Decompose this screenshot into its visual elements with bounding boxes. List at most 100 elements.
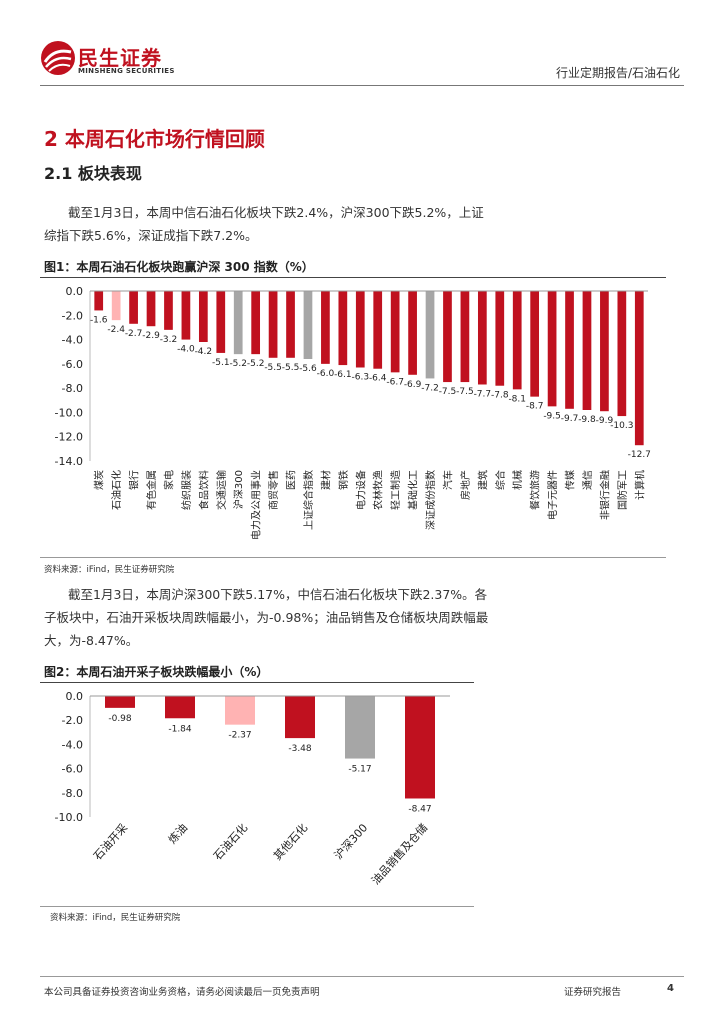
bar	[94, 291, 104, 311]
report-category: 行业定期报告/石油石化	[555, 66, 680, 80]
data-label: -6.9	[404, 380, 422, 390]
data-label: -5.5	[264, 363, 282, 373]
bar	[565, 291, 574, 409]
bar	[225, 696, 255, 725]
y-tick-label: -2.0	[62, 714, 83, 727]
data-label: -4.2	[195, 347, 213, 357]
bar	[285, 696, 315, 739]
bar	[600, 291, 609, 412]
figure2-source: 资料来源：iFind，民生证券研究院	[50, 913, 181, 923]
logo: 民生证券 MINSHENG SECURITIES	[40, 40, 180, 80]
bar	[512, 291, 522, 390]
category-label: 钢铁	[337, 470, 350, 490]
category-label: 电子元器件	[546, 470, 559, 520]
footer-disclaimer: 本公司具备证券投资咨询业务资格，请务必阅读最后一页免责声明	[44, 987, 320, 998]
bar	[146, 291, 156, 327]
data-label: -7.5	[439, 387, 457, 397]
category-label: 基础化工	[407, 470, 420, 510]
category-label: 计算机	[633, 470, 646, 500]
data-label: -2.37	[228, 731, 251, 741]
bar	[460, 291, 470, 383]
category-label: 沪深300	[232, 470, 245, 509]
data-label: -8.7	[526, 402, 544, 412]
data-label: -5.5	[282, 363, 300, 373]
bar	[105, 696, 135, 708]
data-label: -9.7	[561, 414, 579, 424]
bar	[321, 291, 330, 364]
bar	[390, 291, 400, 373]
y-tick-label: -12.0	[55, 431, 83, 444]
category-label: 通信	[582, 470, 594, 490]
subsector-performance-chart: 0.0 -2.0 -4.0 -6.0 -8.0 -10.0 -0.98 石油开采 -1.84 炼油…	[55, 690, 450, 887]
y-tick-label: -8.0	[62, 787, 83, 800]
data-label: -8.47	[408, 804, 431, 814]
bar	[355, 291, 365, 368]
data-label: -6.1	[334, 370, 352, 380]
category-label: 食品饮料	[197, 470, 210, 510]
category-label: 石油开采	[90, 821, 130, 863]
logo-subtext: MINSHENG SECURITIES	[78, 67, 175, 75]
data-label: -7.2	[421, 383, 439, 393]
y-tick-label: 0.0	[66, 690, 84, 703]
y-tick-label: -8.0	[62, 382, 83, 395]
figure1-source: 资料来源：iFind，民生证券研究院	[44, 565, 175, 575]
category-label: 家电	[162, 470, 175, 490]
header-divider	[40, 85, 684, 86]
bar	[634, 291, 644, 446]
category-label: 其他石化	[270, 821, 310, 863]
category-label: 有色金属	[145, 470, 158, 510]
bar	[216, 291, 226, 353]
data-label: -7.7	[474, 390, 492, 400]
subsection-title: 2.1 板块表现	[44, 164, 142, 183]
data-label: -10.3	[610, 421, 633, 431]
data-label: -9.5	[543, 411, 561, 421]
category-label: 石油石化	[110, 470, 123, 510]
section-title: 2 本周石化市场行情回顾	[44, 127, 265, 151]
y-tick-label: -2.0	[62, 309, 83, 322]
y-tick-label: 0.0	[66, 285, 84, 298]
category-label: 国防军工	[616, 470, 629, 510]
data-label: -6.7	[386, 377, 404, 387]
figure2-bottom-rule	[40, 906, 474, 907]
data-label: -2.9	[142, 331, 160, 341]
data-label: -6.4	[369, 374, 387, 384]
bar	[233, 291, 243, 355]
category-label: 煤炭	[93, 470, 106, 490]
category-label: 农林牧渔	[372, 470, 385, 510]
category-label: 建材	[319, 470, 332, 490]
category-label: 商贸零售	[267, 470, 280, 510]
bar	[495, 291, 505, 386]
data-label: -7.8	[491, 391, 509, 401]
data-label: -8.1	[508, 394, 526, 404]
figure1-bottom-rule	[40, 557, 666, 558]
bar	[405, 696, 435, 799]
category-label: 机械	[511, 470, 524, 490]
bar	[303, 291, 313, 359]
y-tick-label: -6.0	[62, 763, 83, 776]
bar	[547, 291, 557, 407]
logo-emblem-icon	[41, 41, 75, 75]
bar	[477, 291, 487, 385]
bar	[617, 291, 627, 417]
bar	[425, 291, 435, 379]
data-label: -5.2	[247, 359, 265, 369]
figure2-top-rule	[40, 682, 474, 683]
data-label: -2.7	[125, 329, 143, 339]
sector-performance-chart: 0.0 -2.0 -4.0 -6.0 -8.0 -10.0 -12.0 -14.0 -1.6 煤炭…	[55, 285, 651, 540]
data-label: -5.6	[299, 364, 317, 374]
data-label: -6.0	[317, 369, 335, 379]
category-label: 炼油	[165, 821, 190, 847]
figure1-title: 图1：本周石油石化板块跑赢沪深 300 指数（%）	[44, 260, 314, 274]
bar	[373, 291, 383, 369]
data-label: -1.84	[168, 724, 192, 734]
figure2-title: 图2：本周石油开采子板块跌幅最小（%）	[44, 665, 269, 679]
bar	[582, 291, 592, 410]
category-label: 综合	[494, 470, 507, 490]
y-tick-label: -4.0	[62, 334, 83, 347]
data-label: -12.7	[628, 450, 651, 460]
category-label: 上证综合指数	[302, 470, 315, 530]
paragraph-subsectors: 截至1月3日，本周沪深300下跌5.17%，中信石油石化板块下跌2.37%。各子…	[44, 587, 489, 648]
category-label: 房地产	[459, 470, 472, 500]
data-label: -9.8	[578, 415, 596, 425]
y-tick-label: -10.0	[55, 406, 83, 419]
